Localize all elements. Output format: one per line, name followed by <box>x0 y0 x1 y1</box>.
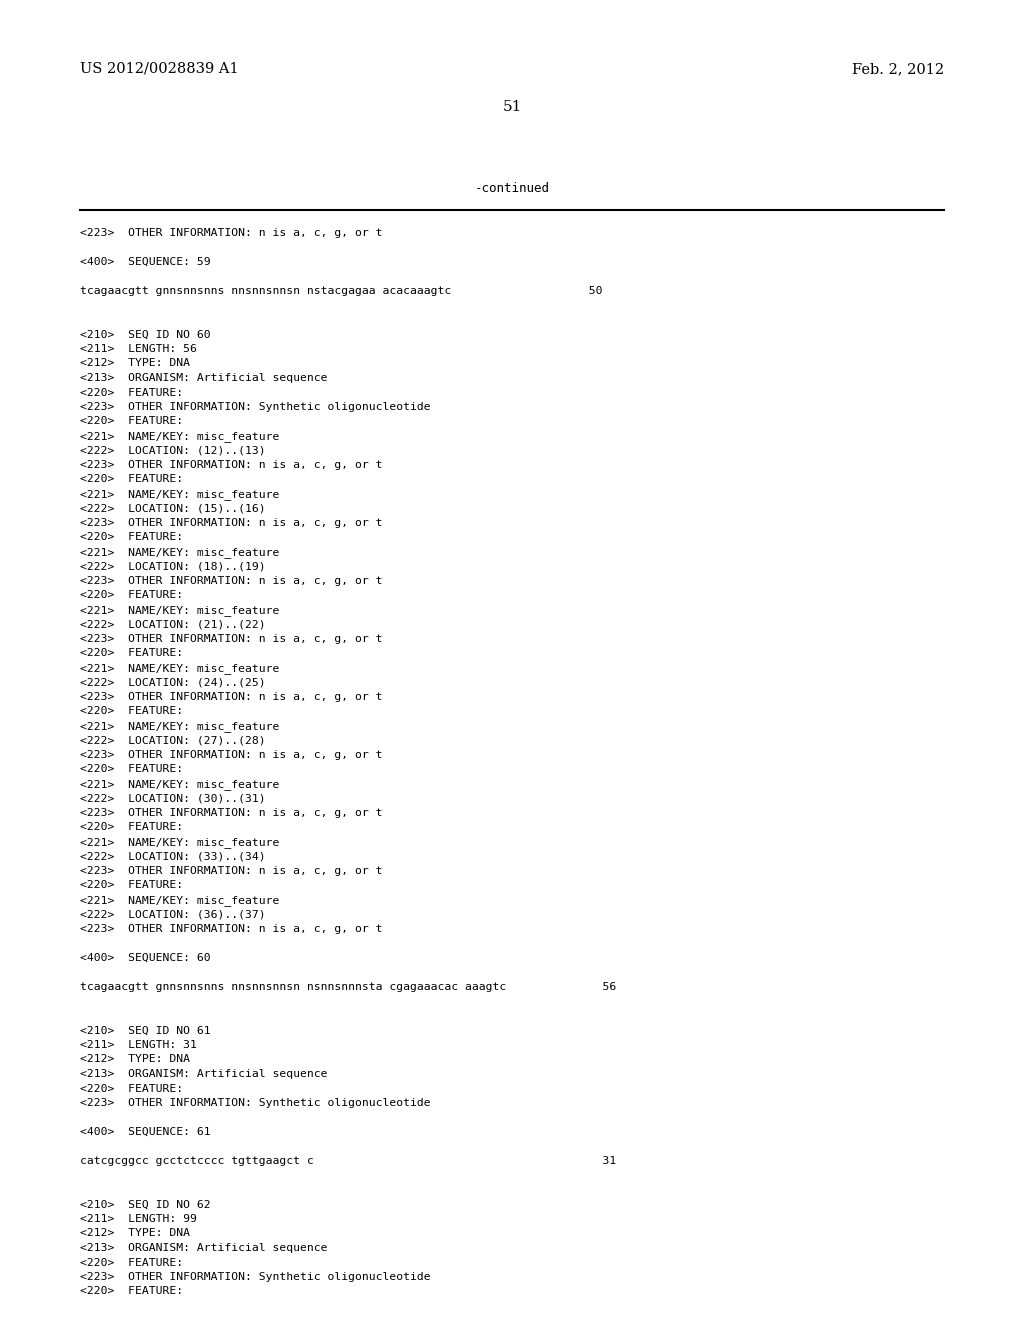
Text: <220>  FEATURE:: <220> FEATURE: <box>80 1287 183 1296</box>
Text: <211>  LENGTH: 56: <211> LENGTH: 56 <box>80 345 197 354</box>
Text: <220>  FEATURE:: <220> FEATURE: <box>80 532 183 543</box>
Text: <223>  OTHER INFORMATION: n is a, c, g, or t: <223> OTHER INFORMATION: n is a, c, g, o… <box>80 228 383 238</box>
Text: <220>  FEATURE:: <220> FEATURE: <box>80 388 183 397</box>
Text: <222>  LOCATION: (33)..(34): <222> LOCATION: (33)..(34) <box>80 851 265 862</box>
Text: <222>  LOCATION: (21)..(22): <222> LOCATION: (21)..(22) <box>80 619 265 630</box>
Text: <221>  NAME/KEY: misc_feature: <221> NAME/KEY: misc_feature <box>80 432 280 442</box>
Text: -continued: -continued <box>474 182 550 195</box>
Text: <400>  SEQUENCE: 60: <400> SEQUENCE: 60 <box>80 953 211 964</box>
Text: <213>  ORGANISM: Artificial sequence: <213> ORGANISM: Artificial sequence <box>80 1243 328 1253</box>
Text: <221>  NAME/KEY: misc_feature: <221> NAME/KEY: misc_feature <box>80 779 280 789</box>
Text: <210>  SEQ ID NO 61: <210> SEQ ID NO 61 <box>80 1026 211 1035</box>
Text: <220>  FEATURE:: <220> FEATURE: <box>80 417 183 426</box>
Text: <223>  OTHER INFORMATION: n is a, c, g, or t: <223> OTHER INFORMATION: n is a, c, g, o… <box>80 634 383 644</box>
Text: <223>  OTHER INFORMATION: n is a, c, g, or t: <223> OTHER INFORMATION: n is a, c, g, o… <box>80 459 383 470</box>
Text: <220>  FEATURE:: <220> FEATURE: <box>80 590 183 601</box>
Text: Feb. 2, 2012: Feb. 2, 2012 <box>852 62 944 77</box>
Text: <220>  FEATURE:: <220> FEATURE: <box>80 474 183 484</box>
Text: <223>  OTHER INFORMATION: Synthetic oligonucleotide: <223> OTHER INFORMATION: Synthetic oligo… <box>80 1098 431 1107</box>
Text: <222>  LOCATION: (18)..(19): <222> LOCATION: (18)..(19) <box>80 561 265 572</box>
Text: <220>  FEATURE:: <220> FEATURE: <box>80 648 183 659</box>
Text: <221>  NAME/KEY: misc_feature: <221> NAME/KEY: misc_feature <box>80 488 280 500</box>
Text: <223>  OTHER INFORMATION: Synthetic oligonucleotide: <223> OTHER INFORMATION: Synthetic oligo… <box>80 403 431 412</box>
Text: <220>  FEATURE:: <220> FEATURE: <box>80 706 183 717</box>
Text: <211>  LENGTH: 99: <211> LENGTH: 99 <box>80 1214 197 1224</box>
Text: <222>  LOCATION: (24)..(25): <222> LOCATION: (24)..(25) <box>80 677 265 688</box>
Text: <221>  NAME/KEY: misc_feature: <221> NAME/KEY: misc_feature <box>80 546 280 558</box>
Text: <223>  OTHER INFORMATION: n is a, c, g, or t: <223> OTHER INFORMATION: n is a, c, g, o… <box>80 924 383 935</box>
Text: <220>  FEATURE:: <220> FEATURE: <box>80 1084 183 1093</box>
Text: <222>  LOCATION: (27)..(28): <222> LOCATION: (27)..(28) <box>80 735 265 746</box>
Text: <223>  OTHER INFORMATION: n is a, c, g, or t: <223> OTHER INFORMATION: n is a, c, g, o… <box>80 576 383 586</box>
Text: <213>  ORGANISM: Artificial sequence: <213> ORGANISM: Artificial sequence <box>80 374 328 383</box>
Text: <223>  OTHER INFORMATION: Synthetic oligonucleotide: <223> OTHER INFORMATION: Synthetic oligo… <box>80 1272 431 1282</box>
Text: <210>  SEQ ID NO 62: <210> SEQ ID NO 62 <box>80 1200 211 1209</box>
Text: <223>  OTHER INFORMATION: n is a, c, g, or t: <223> OTHER INFORMATION: n is a, c, g, o… <box>80 517 383 528</box>
Text: US 2012/0028839 A1: US 2012/0028839 A1 <box>80 62 239 77</box>
Text: tcagaacgtt gnnsnnsnns nnsnnsnnsn nstacgagaa acacaaagtc                    50: tcagaacgtt gnnsnnsnns nnsnnsnnsn nstacga… <box>80 286 602 296</box>
Text: catcgcggcc gcctctcccc tgttgaagct c                                          31: catcgcggcc gcctctcccc tgttgaagct c 31 <box>80 1156 616 1166</box>
Text: <212>  TYPE: DNA: <212> TYPE: DNA <box>80 359 190 368</box>
Text: <222>  LOCATION: (36)..(37): <222> LOCATION: (36)..(37) <box>80 909 265 920</box>
Text: <222>  LOCATION: (15)..(16): <222> LOCATION: (15)..(16) <box>80 503 265 513</box>
Text: <220>  FEATURE:: <220> FEATURE: <box>80 764 183 775</box>
Text: <221>  NAME/KEY: misc_feature: <221> NAME/KEY: misc_feature <box>80 837 280 847</box>
Text: <223>  OTHER INFORMATION: n is a, c, g, or t: <223> OTHER INFORMATION: n is a, c, g, o… <box>80 866 383 876</box>
Text: <222>  LOCATION: (30)..(31): <222> LOCATION: (30)..(31) <box>80 793 265 804</box>
Text: <221>  NAME/KEY: misc_feature: <221> NAME/KEY: misc_feature <box>80 605 280 616</box>
Text: <222>  LOCATION: (12)..(13): <222> LOCATION: (12)..(13) <box>80 446 265 455</box>
Text: <223>  OTHER INFORMATION: n is a, c, g, or t: <223> OTHER INFORMATION: n is a, c, g, o… <box>80 808 383 818</box>
Text: <220>  FEATURE:: <220> FEATURE: <box>80 1258 183 1267</box>
Text: tcagaacgtt gnnsnnsnns nnsnnsnnsn nsnnsnnnsta cgagaaacac aaagtc              56: tcagaacgtt gnnsnnsnns nnsnnsnnsn nsnnsnn… <box>80 982 616 993</box>
Text: <400>  SEQUENCE: 61: <400> SEQUENCE: 61 <box>80 1127 211 1137</box>
Text: <221>  NAME/KEY: misc_feature: <221> NAME/KEY: misc_feature <box>80 895 280 906</box>
Text: <220>  FEATURE:: <220> FEATURE: <box>80 822 183 833</box>
Text: <223>  OTHER INFORMATION: n is a, c, g, or t: <223> OTHER INFORMATION: n is a, c, g, o… <box>80 692 383 702</box>
Text: <212>  TYPE: DNA: <212> TYPE: DNA <box>80 1229 190 1238</box>
Text: <221>  NAME/KEY: misc_feature: <221> NAME/KEY: misc_feature <box>80 721 280 731</box>
Text: <212>  TYPE: DNA: <212> TYPE: DNA <box>80 1055 190 1064</box>
Text: <400>  SEQUENCE: 59: <400> SEQUENCE: 59 <box>80 257 211 267</box>
Text: <223>  OTHER INFORMATION: n is a, c, g, or t: <223> OTHER INFORMATION: n is a, c, g, o… <box>80 750 383 760</box>
Text: <211>  LENGTH: 31: <211> LENGTH: 31 <box>80 1040 197 1049</box>
Text: 51: 51 <box>503 100 521 114</box>
Text: <213>  ORGANISM: Artificial sequence: <213> ORGANISM: Artificial sequence <box>80 1069 328 1078</box>
Text: <210>  SEQ ID NO 60: <210> SEQ ID NO 60 <box>80 330 211 339</box>
Text: <220>  FEATURE:: <220> FEATURE: <box>80 880 183 891</box>
Text: <221>  NAME/KEY: misc_feature: <221> NAME/KEY: misc_feature <box>80 663 280 675</box>
